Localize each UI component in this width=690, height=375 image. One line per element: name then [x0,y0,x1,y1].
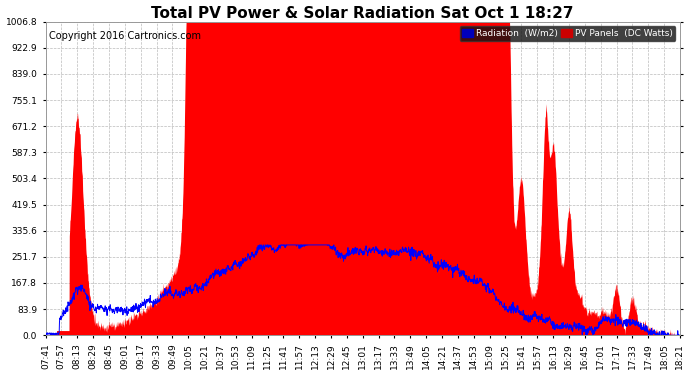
Text: Copyright 2016 Cartronics.com: Copyright 2016 Cartronics.com [49,31,201,41]
Title: Total PV Power & Solar Radiation Sat Oct 1 18:27: Total PV Power & Solar Radiation Sat Oct… [152,6,574,21]
Legend: Radiation  (W/m2), PV Panels  (DC Watts): Radiation (W/m2), PV Panels (DC Watts) [460,26,676,40]
